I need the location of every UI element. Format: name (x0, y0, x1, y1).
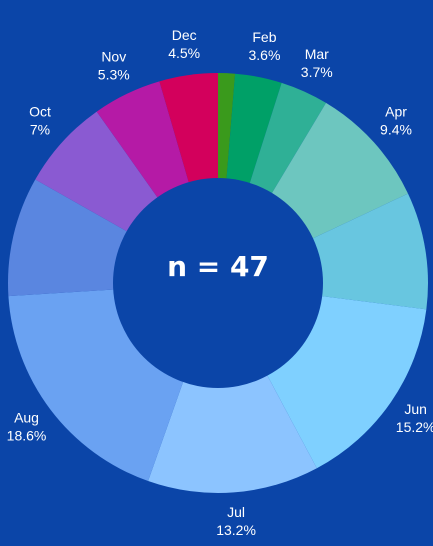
value-label: 13.2% (216, 522, 256, 538)
slice-label: Jul (227, 504, 245, 520)
value-label: 3.6% (248, 47, 280, 63)
value-label: 5.3% (98, 67, 130, 83)
value-label: 3.7% (301, 64, 333, 80)
value-label: 15.2% (396, 419, 433, 435)
donut-hole (113, 178, 323, 388)
value-label: 9.4% (380, 122, 412, 138)
slice-label: Nov (101, 49, 126, 65)
slice-label: Apr (385, 104, 407, 120)
slice-label: Aug (14, 409, 39, 425)
center-label: n = 47 (167, 250, 269, 283)
slice-label: Jun (404, 401, 427, 417)
slice-label: Oct (29, 104, 51, 120)
slice (148, 283, 317, 494)
slice-label: Mar (305, 46, 329, 62)
slice-label: Dec (172, 27, 197, 43)
slice-label: Feb (252, 29, 276, 45)
value-label: 18.6% (7, 427, 47, 443)
value-label: 7% (30, 122, 50, 138)
value-label: 4.5% (168, 45, 200, 61)
